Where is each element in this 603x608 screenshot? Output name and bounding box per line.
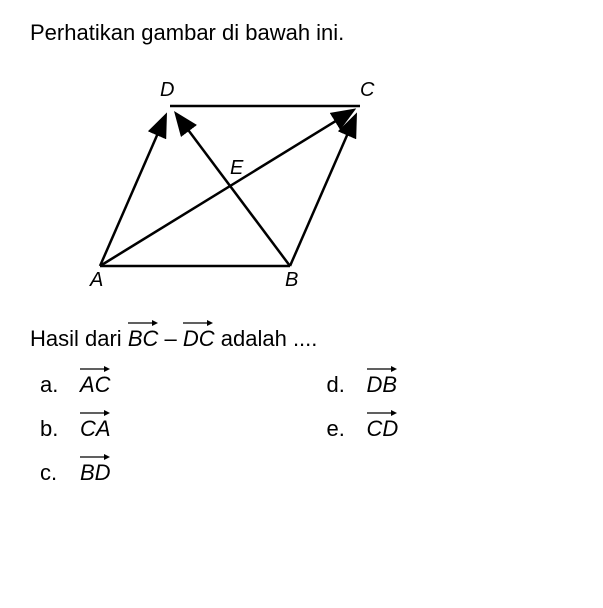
label-C: C — [360, 79, 375, 101]
option-c-value: BD — [80, 460, 111, 486]
option-a-text: AC — [80, 372, 111, 397]
geometry-diagram: A B C D E — [70, 66, 390, 296]
option-e: e. CD — [327, 416, 574, 442]
options-container: a. AC d. DB b. CA e. CD c. BD — [40, 372, 573, 486]
option-a-value: AC — [80, 372, 111, 398]
label-B: B — [285, 269, 298, 291]
option-b-label: b. — [40, 416, 65, 442]
option-e-label: e. — [327, 416, 352, 442]
option-d: d. DB — [327, 372, 574, 398]
option-c-text: BD — [80, 460, 111, 485]
vector-BC-text: BC — [128, 326, 159, 352]
option-e-value: CD — [367, 416, 399, 442]
vector-BD — [177, 115, 290, 266]
result-prefix: Hasil dari — [30, 326, 128, 351]
vec1-label: BC — [128, 326, 159, 351]
vec2-label: DC — [183, 326, 215, 351]
label-A: A — [89, 269, 103, 291]
option-d-value: DB — [367, 372, 398, 398]
option-e-text: CD — [367, 416, 399, 441]
question-text: Perhatikan gambar di bawah ini. — [30, 20, 573, 46]
option-c-label: c. — [40, 460, 65, 486]
result-question: Hasil dari BC – DC adalah .... — [30, 326, 573, 352]
option-a-label: a. — [40, 372, 65, 398]
option-b-value: CA — [80, 416, 111, 442]
vector-AC — [100, 111, 352, 266]
option-d-label: d. — [327, 372, 352, 398]
vector-AD — [100, 117, 165, 266]
option-d-text: DB — [367, 372, 398, 397]
vector-DC-text: DC — [183, 326, 215, 352]
option-c: c. BD — [40, 460, 287, 486]
vector-BC — [290, 117, 355, 266]
option-b: b. CA — [40, 416, 287, 442]
result-suffix: adalah .... — [221, 326, 318, 351]
option-a: a. AC — [40, 372, 287, 398]
option-b-text: CA — [80, 416, 111, 441]
minus-sign: – — [165, 326, 183, 351]
label-D: D — [160, 79, 174, 101]
label-E: E — [230, 157, 244, 179]
